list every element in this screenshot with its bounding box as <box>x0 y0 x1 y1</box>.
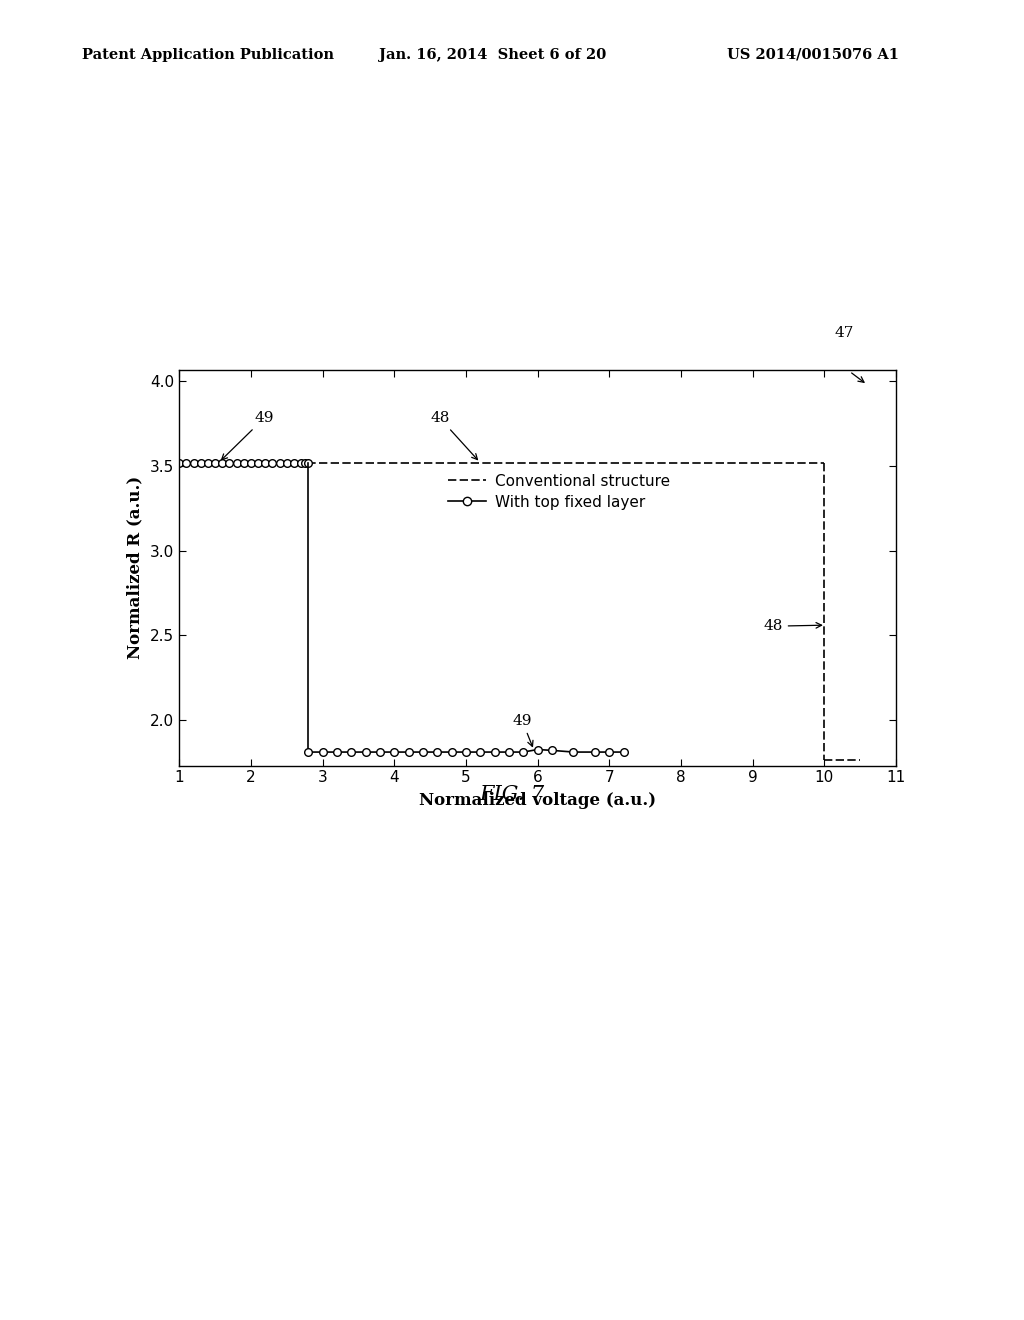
Y-axis label: Normalized R (a.u.): Normalized R (a.u.) <box>126 477 143 659</box>
Text: Jan. 16, 2014  Sheet 6 of 20: Jan. 16, 2014 Sheet 6 of 20 <box>379 48 606 62</box>
Text: US 2014/0015076 A1: US 2014/0015076 A1 <box>727 48 899 62</box>
Text: FIG. 7: FIG. 7 <box>479 785 545 804</box>
Text: 49: 49 <box>221 411 274 459</box>
Legend: Conventional structure, With top fixed layer: Conventional structure, With top fixed l… <box>438 465 680 519</box>
Text: 47: 47 <box>835 326 854 339</box>
Text: Patent Application Publication: Patent Application Publication <box>82 48 334 62</box>
Text: 48: 48 <box>763 619 821 634</box>
Text: 48: 48 <box>430 411 477 459</box>
Text: 49: 49 <box>512 714 532 747</box>
X-axis label: Normalized voltage (a.u.): Normalized voltage (a.u.) <box>419 792 656 809</box>
